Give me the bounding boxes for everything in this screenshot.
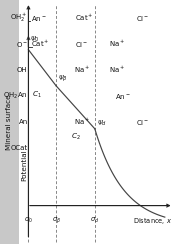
Text: $\sigma_d$: $\sigma_d$ [90, 216, 99, 225]
Text: Na$^+$: Na$^+$ [74, 117, 90, 127]
Text: $\sigma_0$: $\sigma_0$ [24, 216, 33, 225]
Text: Na$^+$: Na$^+$ [109, 65, 126, 75]
Text: Cat$^+$: Cat$^+$ [75, 13, 94, 23]
Text: An: An [18, 119, 28, 125]
Text: Mineral surface: Mineral surface [6, 94, 12, 150]
Text: Na$^+$: Na$^+$ [109, 39, 126, 49]
Text: An$^-$: An$^-$ [115, 92, 131, 101]
Text: $C_2$: $C_2$ [71, 132, 80, 142]
Text: $\sigma_\beta$: $\sigma_\beta$ [52, 216, 61, 226]
Text: Na$^+$: Na$^+$ [74, 65, 90, 75]
Text: Potential: Potential [21, 150, 27, 182]
Text: O$^-$: O$^-$ [16, 40, 28, 49]
Text: Cl$^-$: Cl$^-$ [136, 14, 149, 23]
Text: $\psi_0$: $\psi_0$ [30, 35, 40, 44]
Text: $\psi_\beta$: $\psi_\beta$ [58, 73, 68, 84]
Text: OH: OH [17, 67, 28, 73]
Text: Distance, $x$: Distance, $x$ [133, 216, 172, 226]
Text: Cl$^-$: Cl$^-$ [136, 118, 149, 126]
Text: An$^-$: An$^-$ [31, 14, 46, 23]
Text: $\psi_d$: $\psi_d$ [97, 118, 107, 128]
Text: Cat$^+$: Cat$^+$ [31, 39, 49, 49]
Text: OH$_2$An: OH$_2$An [3, 91, 28, 101]
Text: Cl$^-$: Cl$^-$ [75, 40, 89, 49]
Text: OH$_2^+$: OH$_2^+$ [10, 12, 28, 24]
Text: $C_1$: $C_1$ [32, 90, 41, 100]
Bar [0, 0, 19, 244]
Text: OCat: OCat [10, 145, 28, 151]
